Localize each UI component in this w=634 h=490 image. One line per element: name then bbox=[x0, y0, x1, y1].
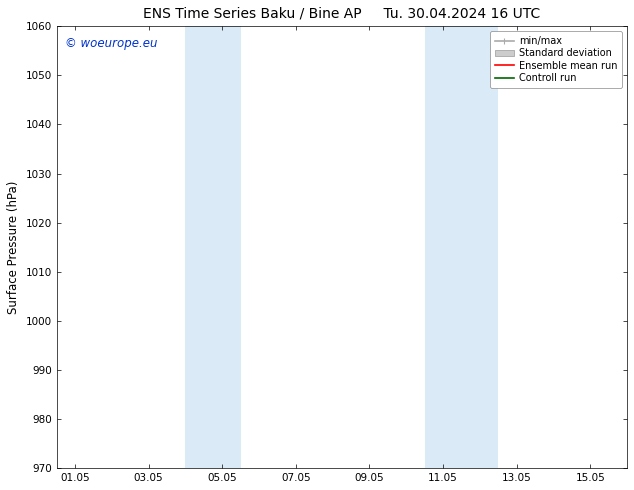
Bar bbox=[425, 26, 498, 468]
Y-axis label: Surface Pressure (hPa): Surface Pressure (hPa) bbox=[7, 180, 20, 314]
Bar bbox=[185, 26, 241, 468]
Legend: min/max, Standard deviation, Ensemble mean run, Controll run: min/max, Standard deviation, Ensemble me… bbox=[489, 31, 622, 88]
Text: © woeurope.eu: © woeurope.eu bbox=[65, 37, 158, 50]
Title: ENS Time Series Baku / Bine AP     Tu. 30.04.2024 16 UTC: ENS Time Series Baku / Bine AP Tu. 30.04… bbox=[143, 7, 540, 21]
